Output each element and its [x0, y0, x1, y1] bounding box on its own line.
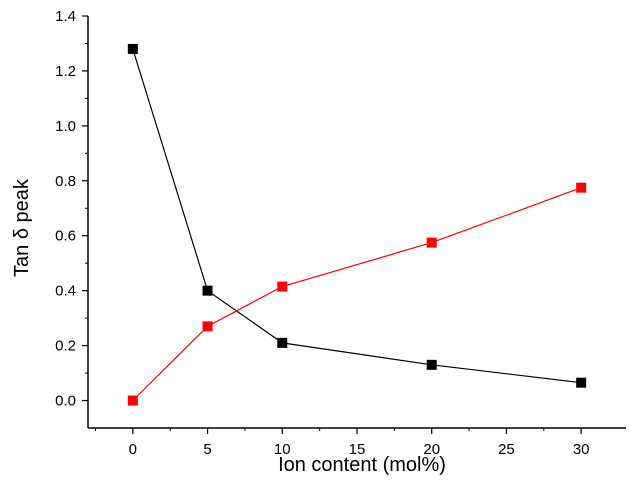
series-line — [132, 187, 582, 401]
series-line — [132, 48, 582, 384]
data-point-marker — [576, 182, 587, 193]
y-tick-label: 0.0 — [55, 393, 76, 410]
x-axis-title: Ion content (mol%) — [278, 454, 446, 476]
y-tick-label: 1.0 — [55, 118, 76, 135]
data-point-marker — [277, 337, 288, 348]
x-tick-label: 10 — [274, 441, 291, 458]
series-2 — [127, 182, 587, 406]
x-tick-label: 25 — [498, 441, 515, 458]
y-tick-label: 0.6 — [55, 228, 76, 245]
data-point-marker — [127, 43, 138, 54]
axes: 0 5 10 15 20 25 30 0.0 0.2 0.4 0.6 0.8 1.0 1.2 1.4 — [55, 8, 626, 458]
data-point-marker — [127, 395, 138, 406]
data-point-marker — [202, 321, 213, 332]
y-tick-label: 1.2 — [55, 63, 76, 80]
x-tick-label: 20 — [423, 441, 440, 458]
data-point-marker — [202, 285, 213, 296]
data-point-marker — [426, 359, 437, 370]
x-tick-label: 15 — [349, 441, 366, 458]
series-1 — [127, 43, 587, 388]
data-point-marker — [576, 377, 587, 388]
y-tick-label: 0.2 — [55, 338, 76, 355]
x-tick-label: 30 — [573, 441, 590, 458]
x-tick-label: 0 — [129, 441, 137, 458]
y-tick-label: 1.4 — [55, 8, 76, 25]
y-tick-label: 0.8 — [55, 173, 76, 190]
series-layer — [127, 43, 587, 406]
data-point-marker — [277, 281, 288, 292]
x-tick-label: 5 — [203, 441, 211, 458]
y-tick-label: 0.4 — [55, 283, 76, 300]
data-point-marker — [426, 237, 437, 248]
y-axis-title: Tan δ peak — [11, 178, 33, 277]
